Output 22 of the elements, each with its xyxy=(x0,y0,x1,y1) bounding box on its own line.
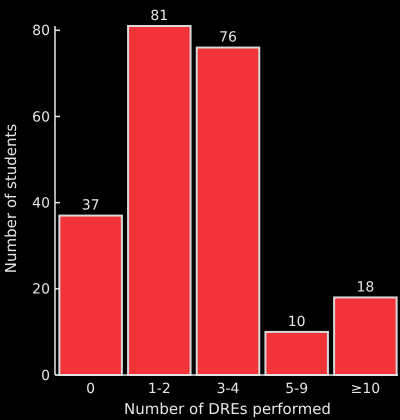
bar xyxy=(196,46,260,376)
data-label: 81 xyxy=(150,8,168,24)
bar xyxy=(333,296,398,376)
bar xyxy=(264,330,329,376)
y-tick-label: 80 xyxy=(32,23,50,40)
bar xyxy=(127,25,192,376)
data-label: 37 xyxy=(82,198,100,214)
x-tick-label: 5-9 xyxy=(285,381,308,397)
data-label: 18 xyxy=(356,279,374,296)
x-tick-label: 0 xyxy=(86,381,96,397)
bar xyxy=(58,214,123,376)
y-tick-label: 60 xyxy=(32,109,50,126)
x-tick-label: 3-4 xyxy=(216,381,240,397)
x-axis-title: Number of DREs performed xyxy=(124,400,331,418)
y-axis-title: Number of students xyxy=(2,124,20,274)
x-tick-label: ≥10 xyxy=(350,381,380,397)
data-label: 76 xyxy=(219,30,237,46)
y-tick-label: 0 xyxy=(41,368,50,384)
data-label: 10 xyxy=(288,314,306,330)
x-tick-label: 1-2 xyxy=(148,381,171,397)
y-tick-label: 40 xyxy=(32,196,50,212)
y-tick-label: 20 xyxy=(32,282,50,298)
